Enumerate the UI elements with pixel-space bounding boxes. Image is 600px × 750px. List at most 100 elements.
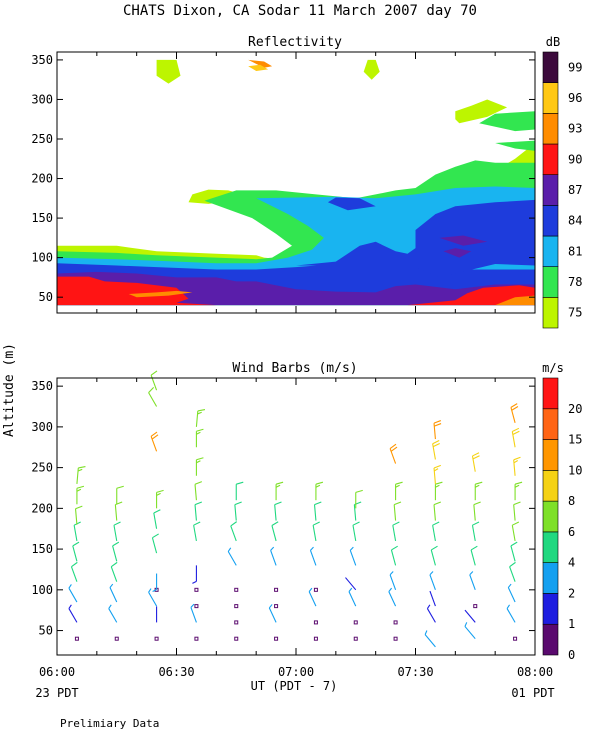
colorbar-label: 10 bbox=[568, 463, 582, 477]
colorbar-label: 81 bbox=[568, 244, 582, 258]
colorbar-label: 90 bbox=[568, 152, 582, 166]
wind-barb bbox=[308, 587, 317, 607]
wind-barb bbox=[152, 573, 158, 593]
wind-barb bbox=[190, 603, 197, 623]
colorbar-label: 87 bbox=[568, 183, 582, 197]
altitude-axis-label: Altitude (m) bbox=[2, 343, 17, 437]
wind-barb bbox=[68, 604, 78, 623]
wind-barb bbox=[510, 541, 518, 562]
wind-barb bbox=[234, 501, 242, 521]
wind-barb bbox=[393, 501, 402, 521]
wind-barb bbox=[389, 571, 397, 591]
colorbar-label: 15 bbox=[568, 433, 582, 447]
wind-barb bbox=[429, 590, 436, 607]
calm-wind-marker bbox=[313, 620, 318, 625]
wind-barb bbox=[469, 571, 476, 591]
colorbar-swatch bbox=[542, 408, 559, 440]
y-tick-label: 50 bbox=[39, 624, 53, 638]
colorbar-swatch bbox=[542, 562, 559, 594]
wind-barb bbox=[150, 370, 158, 391]
calm-wind-marker bbox=[313, 636, 318, 641]
reflectivity-contour-region bbox=[479, 111, 535, 132]
wind-barb bbox=[275, 481, 284, 501]
time-axis-label: UT (PDT - 7) bbox=[251, 679, 338, 693]
wind-barb bbox=[474, 481, 483, 501]
y-tick-label: 300 bbox=[31, 420, 53, 434]
wind-barb bbox=[392, 521, 400, 542]
wind-barb bbox=[112, 541, 120, 562]
calm-wind-marker bbox=[393, 636, 398, 641]
y-tick-label: 50 bbox=[39, 290, 53, 304]
reflectivity-contour-region bbox=[248, 64, 269, 71]
colorbar-swatch bbox=[542, 113, 559, 145]
wind-barb bbox=[345, 577, 357, 591]
colorbar-label: 93 bbox=[568, 122, 582, 136]
y-tick-label: 300 bbox=[31, 92, 53, 106]
wind-barb bbox=[514, 481, 523, 501]
wind-barb bbox=[511, 521, 520, 542]
wind-barb bbox=[511, 427, 520, 448]
wind-barb bbox=[424, 630, 436, 648]
reflectivity-contour-region bbox=[363, 59, 380, 80]
reflectivity-contour-region bbox=[443, 248, 472, 258]
wind-barb bbox=[388, 587, 397, 607]
wind-barb bbox=[151, 533, 159, 554]
wind-barb bbox=[70, 561, 78, 582]
wind-barb bbox=[156, 489, 164, 509]
wind-barb bbox=[309, 546, 317, 566]
wind-barb bbox=[429, 571, 436, 591]
wind-barb bbox=[114, 501, 123, 521]
colorbar-swatch bbox=[542, 500, 559, 533]
wind-barb bbox=[150, 431, 159, 452]
wind-barb bbox=[153, 509, 161, 529]
wind-barb bbox=[315, 481, 324, 501]
wind-barb bbox=[230, 521, 237, 542]
y-tick-label: 250 bbox=[31, 132, 53, 146]
y-tick-label: 100 bbox=[31, 583, 53, 597]
colorbar-label: 0 bbox=[568, 648, 575, 662]
wind-barb bbox=[510, 403, 519, 423]
calm-wind-marker bbox=[234, 636, 239, 641]
wind-barb bbox=[426, 604, 436, 623]
reflectivity-contour-region bbox=[128, 290, 193, 298]
wind-barb bbox=[349, 546, 357, 566]
wind-barb bbox=[389, 443, 398, 464]
calm-wind-marker bbox=[114, 636, 119, 641]
wind-barb bbox=[68, 584, 78, 603]
wind-barb bbox=[430, 545, 438, 566]
colorbar-label: 4 bbox=[568, 556, 575, 570]
wind-barb bbox=[76, 466, 86, 484]
wind-barb bbox=[355, 489, 363, 509]
calm-wind-marker bbox=[154, 636, 159, 641]
wind-barb bbox=[108, 604, 118, 623]
y-tick-label: 100 bbox=[31, 251, 53, 265]
wind-barb bbox=[193, 521, 201, 542]
colorbar-swatch bbox=[542, 470, 559, 502]
reflectivity-contour-region bbox=[495, 295, 535, 306]
x-tick-label: 07:00 bbox=[278, 665, 314, 679]
wind-barb bbox=[348, 587, 357, 607]
calm-wind-marker bbox=[353, 620, 358, 625]
calm-wind-marker bbox=[234, 587, 239, 592]
colorbar-label: 2 bbox=[568, 586, 575, 600]
colorbar-swatch bbox=[542, 82, 559, 114]
wind-barb bbox=[432, 440, 440, 460]
reflectivity-contour-region bbox=[327, 197, 376, 211]
calm-wind-marker bbox=[313, 587, 318, 592]
reflectivity-panel-title: Reflectivity bbox=[248, 35, 342, 50]
wind-barb bbox=[194, 481, 203, 501]
wind-barb bbox=[513, 456, 521, 476]
end-local-time-note: 01 PDT bbox=[511, 686, 554, 700]
colorbar-label: 1 bbox=[568, 617, 575, 631]
wind-barb bbox=[507, 583, 516, 603]
time-axis-labels: 06:00 06:30 07:00 07:30 08:00 bbox=[39, 665, 553, 679]
calm-wind-marker bbox=[194, 587, 199, 592]
colorbar-label: 20 bbox=[568, 402, 582, 416]
wind-barb bbox=[116, 485, 124, 505]
wind-panel-title: Wind Barbs (m/s) bbox=[232, 361, 357, 376]
wind-barb bbox=[470, 545, 478, 566]
figure-title: CHATS Dixon, CA Sodar 11 March 2007 day … bbox=[123, 3, 477, 19]
wind-barb bbox=[395, 481, 403, 501]
y-tick-label: 150 bbox=[31, 542, 53, 556]
